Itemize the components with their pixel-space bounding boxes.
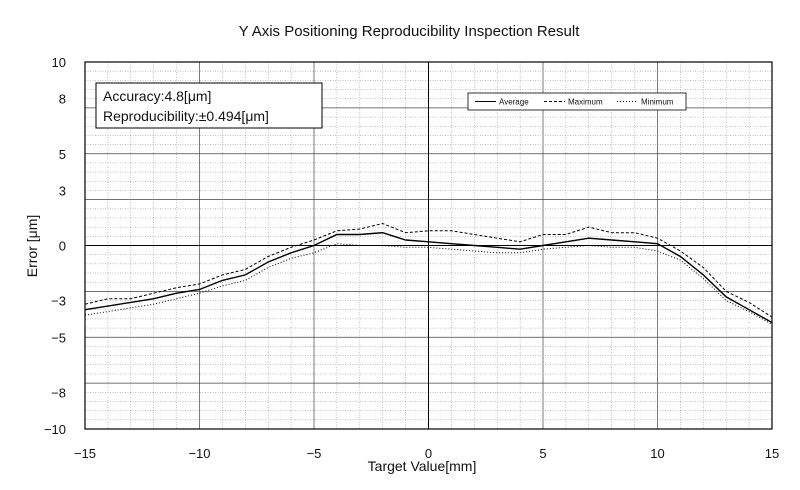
info-box: Accuracy:4.8[μm] Reproducibility:±0.494[… — [95, 82, 323, 129]
y-tick-label: 0 — [59, 239, 66, 254]
zero-reference-lines — [85, 62, 772, 429]
x-tick-label: −10 — [188, 446, 210, 461]
plot-frame — [84, 61, 773, 430]
y-tick-labels: 10 8 5 3 0 −3 −5 −8 −10 — [44, 55, 66, 437]
series-line-maximum — [84, 222, 773, 318]
legend-average-label: Average — [499, 98, 529, 107]
x-tick-label: −15 — [74, 446, 96, 461]
info-box-frame — [95, 82, 323, 129]
series-line-minimum — [84, 243, 773, 325]
x-axis-label: Target Value[mm] — [368, 458, 477, 474]
x-tick-label: 0 — [425, 446, 432, 461]
y-tick-label: −10 — [44, 422, 66, 437]
legend: Average Maximum Minimum — [467, 92, 687, 111]
y-tick-label: −5 — [51, 330, 66, 345]
series-layer — [84, 222, 773, 325]
x-tick-label: 15 — [765, 446, 779, 461]
reproducibility-label: Reproducibility:±0.494[μm] — [103, 108, 269, 124]
x-tick-labels: −15 −10 −5 0 5 10 15 — [74, 446, 779, 461]
y-tick-label: −3 — [51, 294, 66, 309]
accuracy-label: Accuracy:4.8[μm] — [103, 88, 211, 104]
y-tick-label: 3 — [59, 183, 66, 198]
x-tick-label: 10 — [650, 446, 664, 461]
legend-minimum-label: Minimum — [641, 98, 674, 107]
legend-maximum-label: Maximum — [568, 98, 603, 107]
chart-title: Y Axis Positioning Reproducibility Inspe… — [239, 23, 581, 40]
y-tick-label: 10 — [52, 55, 66, 70]
x-tick-label: 5 — [539, 446, 546, 461]
y-tick-label: 5 — [59, 147, 66, 162]
y-axis-label: Error [μm] — [24, 215, 40, 278]
y-tick-label: 8 — [59, 92, 66, 107]
y-tick-label: −8 — [51, 385, 66, 400]
legend-frame — [467, 92, 687, 111]
x-tick-label: −5 — [307, 446, 322, 461]
series-line-average — [84, 231, 773, 324]
